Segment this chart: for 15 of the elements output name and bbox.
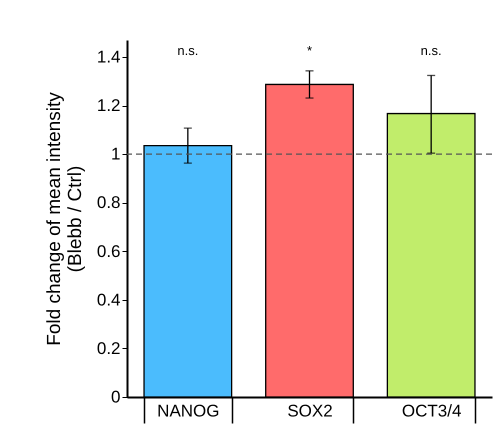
- y-tick-label: 1.4: [96, 48, 120, 66]
- y-tick-label: 0: [111, 388, 120, 406]
- x-tick-label: OCT3/4: [402, 402, 462, 420]
- x-tick-label: SOX2: [287, 402, 333, 420]
- annotation: n.s.: [420, 43, 442, 58]
- y-tick-label: 0.2: [96, 338, 120, 358]
- y-tick-label: 0.8: [96, 193, 120, 212]
- y-tick-label: 1.2: [96, 96, 120, 116]
- y-tick-label: 1: [111, 144, 120, 164]
- y-tick-label: 0.6: [96, 242, 120, 261]
- annotation: *: [306, 43, 312, 58]
- y-tick-label: 0.4: [96, 290, 120, 310]
- annotation: n.s.: [177, 43, 198, 58]
- x-tick-label: NANOG: [157, 402, 220, 420]
- y-axis-title: Fold change of mean intensity (Blebb / Ctrl): [44, 92, 86, 346]
